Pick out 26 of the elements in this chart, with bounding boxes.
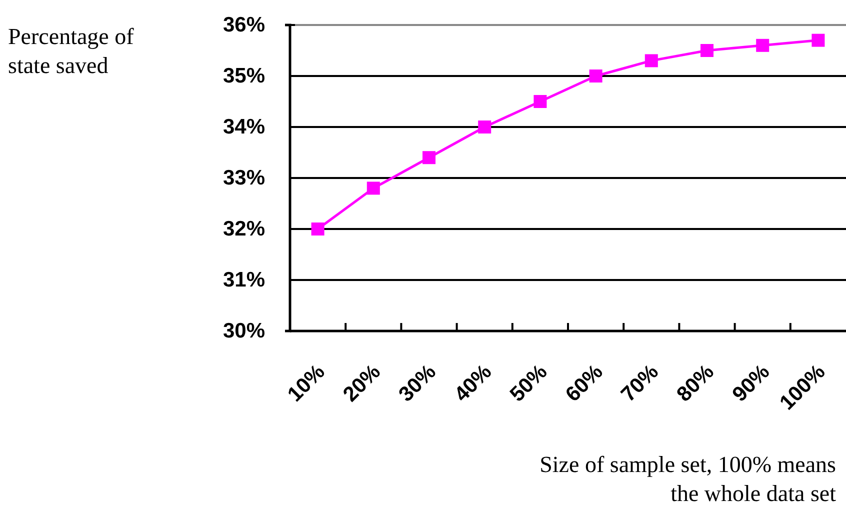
point [478, 120, 492, 134]
y-tick-label: 32% [222, 218, 266, 241]
point [422, 151, 436, 164]
y-axis-title: Percentage of state saved [8, 23, 135, 80]
y-tick-label: 36% [222, 14, 266, 37]
y-tick-label: 35% [222, 64, 266, 88]
y-tick-label: 34% [222, 116, 266, 139]
x-tick-label: 50% [506, 360, 552, 406]
x-tick-label: 80% [672, 360, 719, 406]
x-tick-label: 30% [394, 360, 441, 406]
y-tick-label: 31% [222, 268, 266, 292]
y-tick-label: 30% [222, 320, 266, 343]
x-axis-title: Size of sample set, 100% means the whole data set [538, 451, 836, 508]
point [311, 222, 324, 236]
point [756, 38, 770, 52]
x-tick-label: 90% [728, 360, 774, 406]
point [589, 70, 602, 82]
point [700, 44, 714, 57]
point [812, 34, 825, 47]
point [366, 182, 380, 195]
x-tick-label: 40% [450, 360, 496, 406]
x-tick-label: 60% [561, 360, 608, 406]
point [644, 54, 658, 68]
point [534, 95, 547, 108]
x-tick-label: 70% [616, 360, 664, 406]
y-tick-label: 33% [222, 166, 266, 190]
